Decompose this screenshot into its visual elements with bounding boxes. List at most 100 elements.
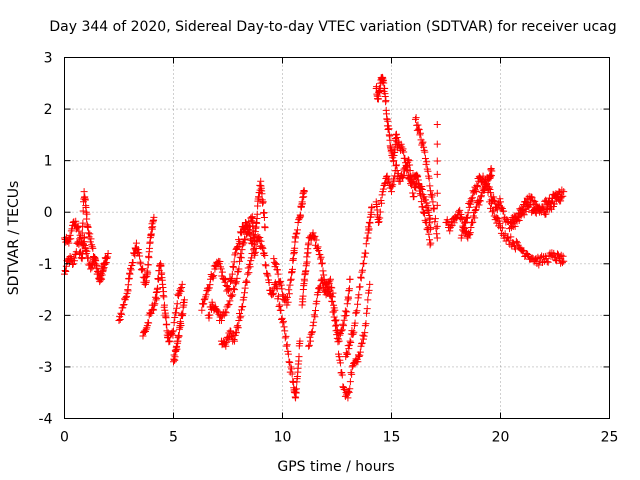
chart-title: Day 344 of 2020, Sidereal Day-to-day VTE… <box>49 19 616 35</box>
data-point <box>412 114 420 122</box>
data-point <box>346 275 354 283</box>
data-point <box>319 267 327 275</box>
data-point <box>359 335 367 343</box>
data-point <box>293 229 301 237</box>
data-point <box>96 276 104 284</box>
data-point <box>374 219 382 227</box>
data-point <box>227 275 235 283</box>
data-point <box>173 345 181 353</box>
data-point <box>406 166 414 174</box>
data-point <box>431 215 439 223</box>
data-point <box>142 325 150 333</box>
data-point <box>511 245 519 253</box>
data-point <box>245 269 253 277</box>
data-point <box>338 371 346 379</box>
data-point <box>261 252 269 260</box>
data-point <box>163 320 171 328</box>
data-point <box>472 188 480 196</box>
data-point <box>462 219 470 227</box>
data-point <box>78 229 86 237</box>
y-tick-label: 3 <box>44 51 53 67</box>
data-point <box>496 195 504 203</box>
data-point <box>333 321 341 329</box>
data-point <box>431 218 439 226</box>
data-point <box>333 334 341 342</box>
data-point <box>460 219 468 227</box>
data-point <box>282 332 290 340</box>
data-point <box>160 293 168 301</box>
data-point <box>200 300 208 308</box>
data-point <box>517 210 525 218</box>
data-point <box>275 302 283 310</box>
x-tick-label: 15 <box>383 430 401 446</box>
data-point <box>236 257 244 265</box>
data-point <box>75 249 83 257</box>
data-point <box>206 311 214 319</box>
data-point <box>500 207 508 215</box>
data-point <box>269 290 277 298</box>
data-point <box>433 234 441 242</box>
data-point <box>345 388 353 396</box>
series-track-h <box>217 249 256 350</box>
data-point <box>316 285 324 293</box>
data-point <box>174 291 182 299</box>
data-point <box>345 294 353 302</box>
data-point <box>147 230 155 238</box>
data-point <box>178 280 186 288</box>
data-point <box>466 230 474 238</box>
data-point <box>416 131 424 139</box>
data-point <box>178 284 186 292</box>
data-point <box>283 301 291 309</box>
data-point <box>381 180 389 188</box>
data-point <box>352 309 360 317</box>
data-point <box>305 342 313 350</box>
data-point <box>336 359 344 367</box>
data-point <box>433 230 441 238</box>
data-point <box>206 281 214 289</box>
data-point <box>376 214 384 222</box>
data-point <box>305 341 313 349</box>
data-point <box>243 230 251 238</box>
data-point <box>326 275 334 283</box>
data-point <box>278 316 286 324</box>
data-point <box>398 173 406 181</box>
x-axis-label: GPS time / hours <box>277 459 394 475</box>
data-point <box>74 224 82 232</box>
data-point <box>222 281 230 289</box>
data-point <box>274 266 282 274</box>
data-point <box>122 293 130 301</box>
data-point <box>420 193 428 201</box>
data-point <box>328 293 336 301</box>
data-point <box>501 230 509 238</box>
data-point <box>98 275 106 283</box>
data-point <box>392 130 400 138</box>
data-point <box>238 246 246 254</box>
data-point <box>101 259 109 267</box>
data-point <box>84 254 92 262</box>
data-point <box>417 198 425 206</box>
data-point <box>256 233 264 241</box>
data-point <box>475 201 483 209</box>
data-point <box>488 167 496 175</box>
data-point <box>132 239 140 247</box>
data-point <box>407 172 415 180</box>
data-point <box>94 270 102 278</box>
data-point <box>122 292 130 300</box>
data-point <box>471 214 479 222</box>
data-point <box>559 192 567 200</box>
data-point <box>341 386 349 394</box>
data-point <box>262 262 270 270</box>
data-point <box>346 378 354 386</box>
data-point <box>231 278 239 286</box>
data-point <box>355 291 363 299</box>
data-point <box>339 320 347 328</box>
data-point <box>272 260 280 268</box>
data-point <box>288 365 296 373</box>
data-point <box>298 200 306 208</box>
data-point <box>98 271 106 279</box>
data-point <box>337 327 345 335</box>
data-point <box>303 258 311 266</box>
data-point <box>382 97 390 105</box>
data-point <box>171 314 179 322</box>
data-point <box>286 358 294 366</box>
